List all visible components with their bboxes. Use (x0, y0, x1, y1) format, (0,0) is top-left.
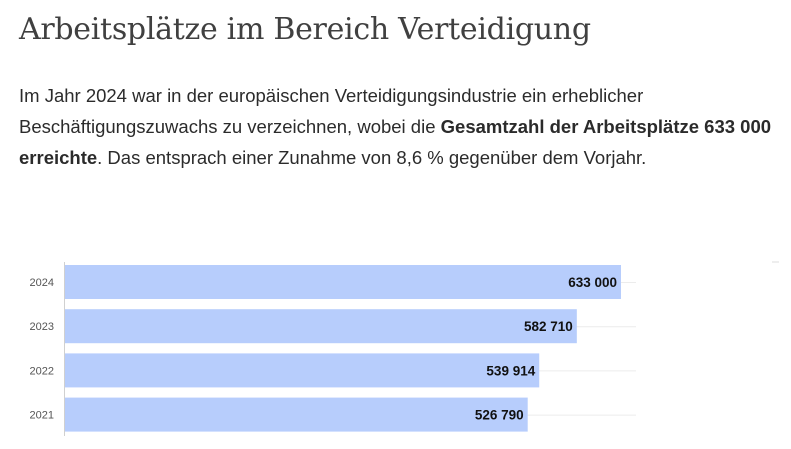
page-title: Arbeitsplätze im Bereich Verteidigung (19, 12, 591, 47)
bar-2021 (65, 397, 528, 432)
bar-value-label-2022: 539 914 (486, 363, 535, 378)
y-tick-label-2024: 2024 (30, 277, 54, 289)
bar-value-label-2024: 633 000 (568, 275, 617, 290)
bar-2023 (65, 309, 577, 344)
y-tick-label-2023: 2023 (30, 321, 54, 333)
bar-value-label-2023: 582 710 (524, 319, 573, 334)
intro-highlight: Gesamtzahl der Arbeitsplätze 633 000 err… (19, 116, 772, 168)
intro-paragraph: Im Jahr 2024 war in der europäischen Ver… (19, 80, 779, 173)
intro-text-start: Im Jahr 2024 war in der europäischen Ver… (19, 85, 644, 137)
intro-text-end: . Das entsprach einer Zunahme von 8,6 % … (97, 147, 647, 168)
bar-2022 (65, 353, 540, 388)
bar-chart: 2024 2023 2022 2021 633 000 582 710 539 914 52… (30, 261, 779, 436)
bar-2024 (65, 265, 621, 299)
y-tick-label-2022: 2022 (30, 365, 54, 377)
y-tick-label-2021: 2021 (30, 410, 54, 422)
bar-value-label-2021: 526 790 (475, 408, 524, 423)
